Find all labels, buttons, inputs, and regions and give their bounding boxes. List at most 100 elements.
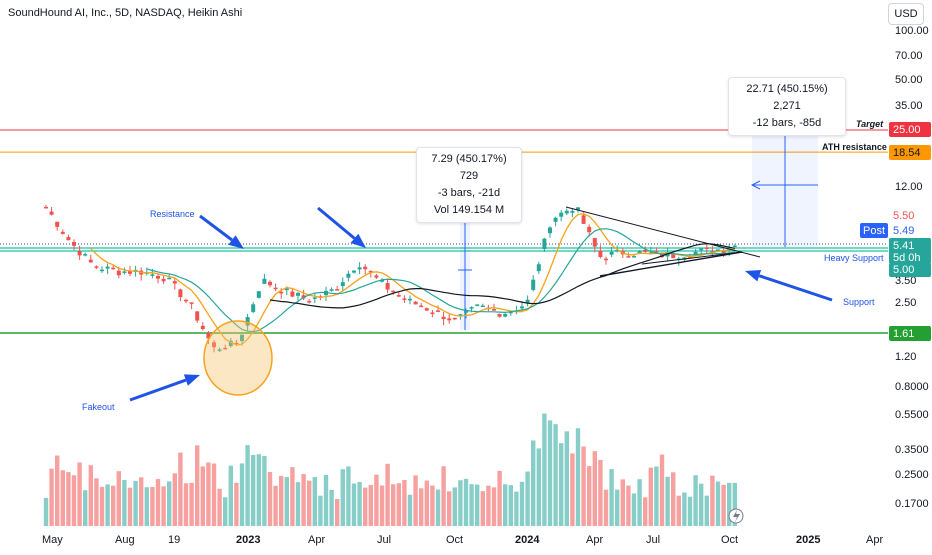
volume-bar	[200, 466, 205, 526]
bottom-price-badge-bg	[889, 326, 931, 341]
volume-bar	[155, 478, 161, 526]
candle-body	[660, 252, 664, 258]
candle-body	[167, 277, 172, 280]
volume-bar	[391, 484, 396, 526]
volume-bar	[172, 473, 177, 526]
volume-bar	[542, 413, 547, 526]
time-tick-label: 2023	[236, 534, 260, 546]
volume-bar	[245, 445, 250, 526]
volume-bar	[346, 466, 351, 526]
candle-body	[49, 211, 54, 215]
volume-bar	[620, 479, 625, 526]
volume-bar	[626, 485, 631, 526]
volume-bar	[211, 463, 217, 526]
candle-body	[105, 266, 110, 269]
heavy-support-label: Heavy Support	[824, 253, 884, 263]
candle-body	[44, 206, 48, 209]
volume-bar	[435, 489, 441, 526]
candle-body	[178, 289, 183, 298]
candle-body	[598, 250, 603, 257]
volume-bar	[385, 463, 390, 526]
candle-body	[307, 300, 312, 303]
volume-bar	[665, 476, 670, 526]
candle-body	[340, 282, 345, 287]
candle-body	[212, 342, 216, 348]
volume-bar	[659, 454, 665, 526]
volume-bar	[715, 481, 721, 526]
volume-bar	[497, 470, 502, 526]
candle-body	[508, 311, 513, 314]
fakeout-circle	[203, 320, 273, 396]
volume-bar	[648, 467, 653, 526]
candle-body	[335, 289, 340, 291]
volume-bar	[71, 475, 77, 526]
candle-body	[548, 227, 552, 234]
high-price-badge: 5.50	[893, 210, 914, 222]
candle-body	[234, 342, 239, 345]
candle-body	[256, 291, 261, 298]
volume-bar	[251, 454, 256, 526]
volume-bar	[559, 443, 564, 526]
candle-body	[475, 304, 480, 306]
candle-body	[536, 264, 541, 272]
candle-body	[671, 254, 676, 259]
volume-bar	[609, 469, 614, 526]
candle-body	[94, 266, 99, 268]
candle-body	[217, 349, 222, 351]
candle-body	[525, 299, 530, 304]
candle-body	[559, 212, 564, 217]
candle-body	[156, 275, 160, 279]
volume-bar	[295, 482, 301, 526]
volume-bar	[587, 466, 592, 526]
candle-body	[391, 290, 396, 293]
candle-body	[88, 259, 93, 263]
post-price-badge: 5.49	[893, 225, 914, 237]
candle-body	[570, 210, 575, 213]
volume-bar	[150, 487, 155, 526]
fakeout-arrow-shaft	[129, 378, 187, 402]
price-tick-label: 0.5500	[895, 409, 929, 421]
candle-body	[55, 221, 60, 227]
volume-bar	[116, 471, 121, 526]
volume-bar	[60, 470, 65, 526]
currency-button[interactable]: USD	[888, 3, 924, 25]
volume-bar	[631, 493, 637, 526]
candle-body	[458, 314, 463, 316]
candle-body	[732, 245, 737, 248]
volume-bar	[144, 487, 149, 526]
time-tick-label: Jul	[377, 534, 391, 546]
volume-bar	[239, 463, 245, 526]
volume-bar	[127, 487, 133, 526]
volume-bar	[732, 482, 737, 526]
support-arrow-shaft	[758, 274, 833, 302]
candle-body	[699, 248, 704, 251]
candle-body	[693, 251, 698, 256]
volume-bar	[340, 469, 345, 526]
volume-bar	[525, 471, 530, 526]
volume-bar	[407, 494, 413, 526]
volume-bar	[458, 480, 463, 526]
volume-bar	[178, 452, 183, 526]
volume-bar	[217, 488, 222, 526]
volume-bar	[727, 482, 732, 526]
volume-bar	[49, 468, 54, 526]
candle-body	[413, 301, 418, 305]
candle-body	[592, 238, 597, 247]
volume-bar	[419, 488, 424, 526]
volume-bar	[570, 453, 575, 526]
volume-bar	[312, 477, 317, 526]
candle-body	[262, 278, 267, 284]
volume-bar	[564, 431, 569, 526]
volume-bar	[256, 454, 261, 526]
volume-bar	[139, 477, 144, 526]
volume-bar	[676, 495, 681, 526]
price-tick-label: 100.00	[895, 25, 929, 37]
candle-body	[172, 281, 177, 284]
candle-body	[531, 279, 536, 290]
volume-bar	[710, 475, 715, 526]
candle-body	[128, 270, 132, 274]
candle-body	[576, 207, 580, 210]
volume-bar	[654, 466, 659, 526]
